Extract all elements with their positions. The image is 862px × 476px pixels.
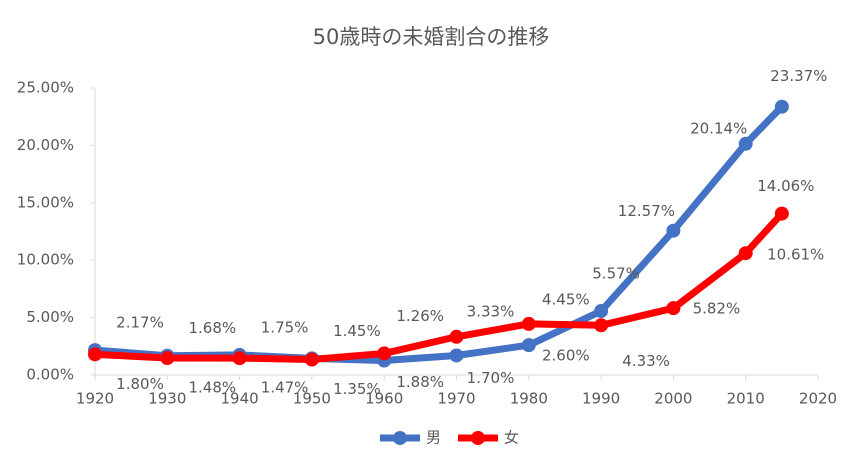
x-tick-label: 1980: [510, 390, 548, 408]
x-tick-label: 1990: [582, 390, 620, 408]
data-point: [88, 347, 102, 362]
y-tick-label: 0.00%: [26, 366, 74, 384]
x-tick-label: 2000: [654, 390, 692, 408]
x-tick-label: 1960: [365, 390, 403, 408]
data-point: [774, 99, 789, 114]
data-point: [666, 301, 681, 316]
legend-label: 女: [504, 429, 519, 447]
data-point: [738, 246, 753, 261]
y-tick-label: 15.00%: [17, 193, 74, 211]
data-point: [594, 304, 609, 319]
data-label: 1.45%: [333, 322, 381, 340]
data-label: 3.33%: [467, 302, 515, 320]
data-point: [666, 223, 681, 238]
x-tick-label: 1970: [437, 390, 475, 408]
data-label: 5.82%: [693, 300, 741, 318]
data-point: [232, 351, 247, 366]
data-point: [594, 318, 609, 333]
x-tick-label: 1920: [76, 390, 114, 408]
data-label: 4.33%: [622, 352, 670, 370]
data-point: [160, 351, 175, 366]
data-label: 1.26%: [396, 307, 444, 325]
data-label: 2.17%: [116, 314, 164, 332]
data-label: 1.48%: [188, 379, 236, 397]
data-label: 1.35%: [333, 380, 381, 398]
data-label: 10.61%: [767, 246, 824, 264]
legend-marker: [393, 431, 407, 445]
legend-marker: [471, 431, 485, 445]
data-label: 1.75%: [261, 318, 309, 336]
data-label: 1.68%: [188, 319, 236, 337]
x-tick-label: 2020: [799, 390, 837, 408]
data-point: [521, 338, 536, 353]
x-tick-label: 1940: [221, 390, 259, 408]
data-label: 1.88%: [396, 373, 444, 391]
data-point: [304, 352, 319, 367]
data-label: 1.80%: [116, 375, 164, 393]
chart-title: 50歳時の未婚割合の推移: [313, 25, 550, 49]
data-label: 20.14%: [690, 119, 747, 137]
data-label: 1.47%: [261, 379, 309, 397]
y-tick-label: 10.00%: [17, 251, 74, 269]
data-label: 23.37%: [770, 67, 827, 85]
data-label: 4.45%: [542, 290, 590, 308]
data-label: 12.57%: [618, 202, 675, 220]
x-tick-label: 1930: [148, 390, 186, 408]
legend-label: 男: [426, 429, 441, 447]
data-point: [738, 136, 753, 151]
x-tick-label: 2010: [727, 390, 765, 408]
data-label: 1.70%: [467, 369, 515, 387]
y-tick-label: 25.00%: [17, 79, 74, 97]
data-point: [449, 329, 464, 344]
data-point: [521, 316, 536, 331]
data-label: 5.57%: [592, 265, 640, 283]
y-tick-label: 5.00%: [26, 308, 74, 326]
x-tick-label: 1950: [293, 390, 331, 408]
data-point: [377, 346, 392, 361]
data-point: [449, 348, 464, 363]
y-tick-label: 20.00%: [17, 136, 74, 154]
data-label: 2.60%: [542, 347, 590, 365]
data-point: [774, 206, 789, 221]
data-label: 14.06%: [757, 177, 814, 195]
